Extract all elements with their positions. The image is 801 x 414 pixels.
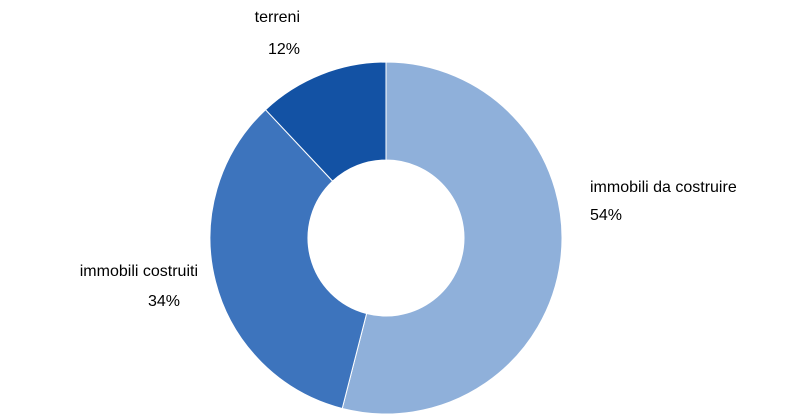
slice-label: terreni	[255, 9, 300, 26]
slice-label: immobili costruiti	[80, 263, 198, 280]
slice-value-label: 12%	[268, 41, 300, 58]
slice-label: immobili da costruire	[590, 179, 737, 196]
slice-value-label: 54%	[590, 207, 622, 224]
slice	[341, 61, 563, 414]
slice-value-label: 34%	[148, 293, 180, 310]
slice	[209, 108, 368, 410]
slice	[264, 61, 387, 182]
